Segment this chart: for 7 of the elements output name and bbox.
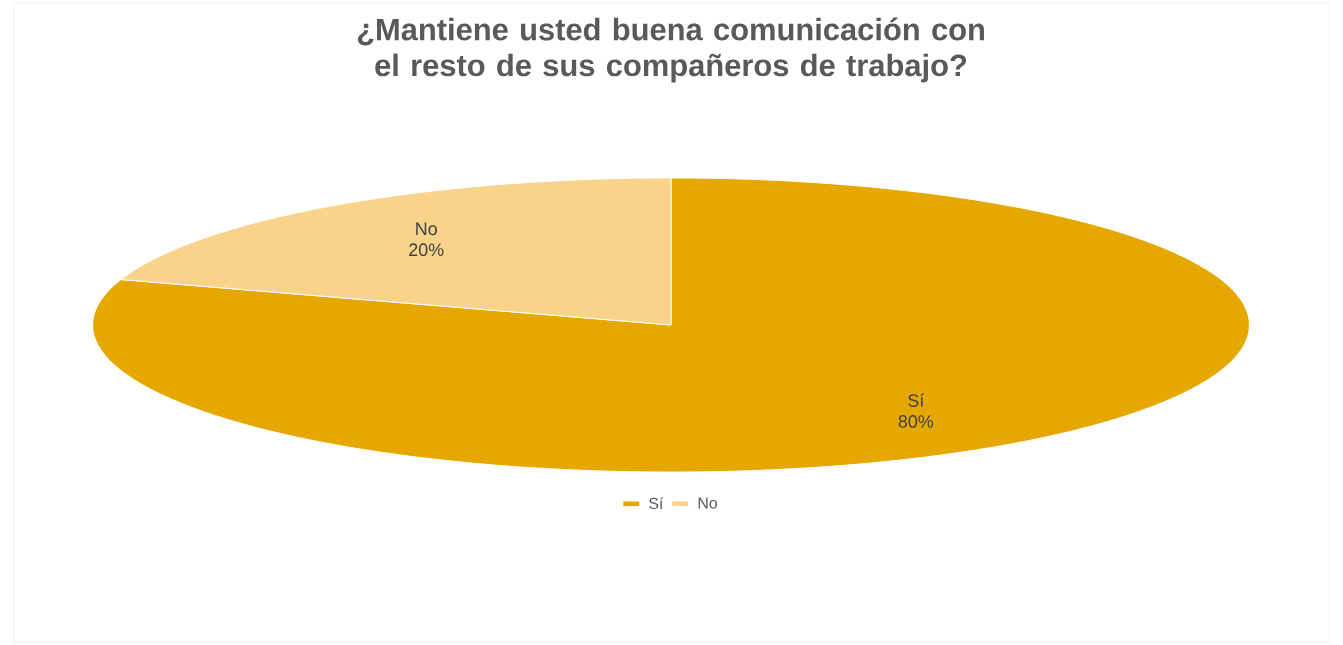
data-label: 20% (409, 243, 444, 257)
data-label: 80% (898, 415, 934, 428)
legend-label: No (698, 497, 718, 509)
slice-label: No (416, 222, 437, 236)
slice-label: Sí (908, 393, 925, 407)
chart-title: ¿Mantiene usted buena comunicación con el resto de sus compañeros de trabajo? (357, 17, 984, 83)
legend-label: Sí (649, 497, 664, 510)
